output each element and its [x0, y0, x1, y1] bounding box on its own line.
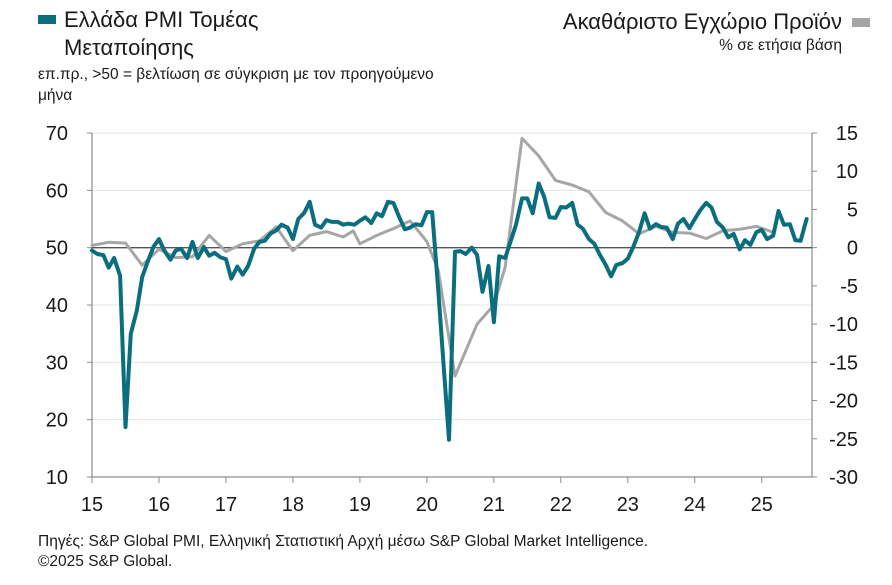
left-axis-tick-label: 50 — [46, 238, 68, 260]
x-axis-tick-label: 17 — [215, 494, 237, 516]
pmi-legend-subtitle: επ.πρ., >50 = βελτίωση σε σύγκριση με το… — [38, 66, 434, 104]
left-axis-tick-label: 30 — [46, 352, 68, 374]
right-axis-tick-label: 10 — [836, 161, 858, 183]
x-axis-tick-label: 20 — [416, 494, 438, 516]
source-note: Πηγές: S&P Global PMI, Ελληνική Στατιστι… — [38, 533, 649, 550]
x-axis-tick-label: 15 — [81, 494, 103, 516]
legend-right: Ακαθάριστο Εγχώριο Προϊόν % σε ετήσια βά… — [563, 8, 870, 56]
x-axis-tick-label: 23 — [617, 494, 639, 516]
x-axis-tick-label: 16 — [148, 494, 170, 516]
left-axis-tick-label: 60 — [46, 180, 68, 202]
left-axis-tick-label: 70 — [46, 123, 68, 145]
x-axis-tick-label: 24 — [684, 494, 706, 516]
right-axis-tick-label: 15 — [836, 123, 858, 145]
right-axis-tick-label: -20 — [829, 391, 858, 413]
gdp-series-line — [90, 136, 775, 378]
right-axis-tick-label: -10 — [829, 314, 858, 336]
right-axis-tick-label: 5 — [847, 199, 858, 221]
x-axis-tick-label: 19 — [349, 494, 371, 516]
right-axis-tick-label: -15 — [829, 352, 858, 374]
pmi-series-line — [90, 181, 809, 442]
right-axis-tick-label: -5 — [840, 276, 858, 298]
left-axis-tick-label: 20 — [46, 410, 68, 432]
right-axis-tick-label: -25 — [829, 429, 858, 451]
gdp-legend-swatch — [852, 17, 870, 27]
x-axis-tick-label: 21 — [483, 494, 505, 516]
pmi-legend-swatch — [38, 15, 56, 24]
legend-left: Ελλάδα PMI Τομέας Μεταποίησης επ.πρ., >5… — [38, 6, 438, 106]
x-axis-tick-label: 18 — [282, 494, 304, 516]
pmi-legend-title-line1: Ελλάδα PMI Τομέας — [64, 7, 259, 32]
x-axis-tick-label: 22 — [550, 494, 572, 516]
x-axis-tick-label: 25 — [751, 494, 773, 516]
pmi-legend-title-line2: Μεταποίησης — [64, 35, 194, 60]
copyright-note: ©2025 S&P Global. — [38, 553, 173, 570]
right-axis-tick-label: -30 — [829, 467, 858, 489]
gdp-legend-subtitle: % σε ετήσια βάση — [719, 37, 842, 54]
right-axis-tick-label: 0 — [847, 238, 858, 260]
left-axis-tick-label: 10 — [46, 467, 68, 489]
left-axis-tick-label: 40 — [46, 295, 68, 317]
gdp-legend-title: Ακαθάριστο Εγχώριο Προϊόν — [562, 9, 842, 34]
footer: Πηγές: S&P Global PMI, Ελληνική Στατιστι… — [38, 532, 648, 572]
